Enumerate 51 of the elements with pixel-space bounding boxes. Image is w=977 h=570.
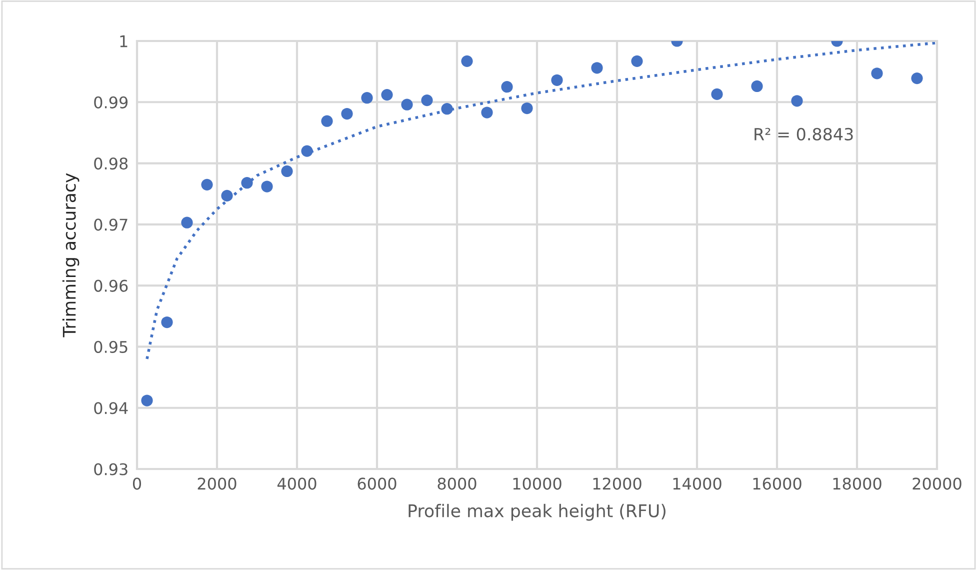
line-series — [146, 41, 937, 360]
point — [201, 178, 213, 190]
point — [461, 55, 473, 67]
y-tick-label: 0.95 — [94, 340, 128, 354]
x-tick-label: 6000 — [358, 478, 396, 490]
point — [421, 94, 433, 106]
point — [591, 62, 603, 74]
point — [481, 106, 493, 118]
point — [301, 145, 313, 157]
x-tick-label: 4000 — [277, 478, 316, 490]
point — [401, 98, 413, 110]
point — [161, 316, 173, 328]
x-tick-label: 14000 — [673, 478, 722, 490]
point — [791, 95, 803, 107]
point — [631, 55, 643, 67]
point — [181, 216, 193, 228]
point — [341, 108, 353, 120]
point — [281, 165, 293, 178]
point — [441, 103, 453, 115]
y-tick-label: 0.99 — [94, 96, 128, 108]
point — [141, 394, 153, 406]
x-tick-label: 12000 — [593, 478, 642, 490]
point — [321, 115, 333, 127]
x-tick-label: 16000 — [753, 478, 802, 490]
x-tick-label: 20000 — [912, 478, 962, 490]
point — [261, 180, 273, 192]
y-axis-title: Trimming accuracy — [62, 173, 80, 338]
point — [871, 68, 883, 80]
point — [501, 81, 513, 93]
x-tick-label: 0 — [132, 478, 142, 490]
y-tick-label: 0.94 — [94, 402, 128, 414]
x-axis-title: Profile max peak height (RFU) — [408, 504, 666, 521]
y-tick-label: 0.98 — [94, 158, 128, 170]
y-tick-label: 0.96 — [94, 280, 128, 292]
point — [381, 88, 393, 101]
x-tick-label: 8000 — [438, 478, 476, 490]
x-tick-label: 2000 — [198, 478, 236, 490]
y-tick-label: 0.93 — [94, 463, 128, 476]
point — [911, 72, 923, 84]
point — [361, 92, 373, 104]
y-tick-label: 1 — [120, 35, 128, 48]
point — [221, 190, 233, 202]
point — [711, 88, 723, 100]
point — [521, 102, 533, 114]
x-tick-label: 18000 — [833, 478, 882, 490]
point — [241, 177, 253, 189]
y-tick-label: 0.97 — [94, 218, 128, 231]
point — [751, 80, 763, 92]
point — [551, 74, 563, 86]
annotation: R² = 0.8843 — [754, 128, 853, 140]
x-tick-label: 10000 — [513, 478, 562, 490]
